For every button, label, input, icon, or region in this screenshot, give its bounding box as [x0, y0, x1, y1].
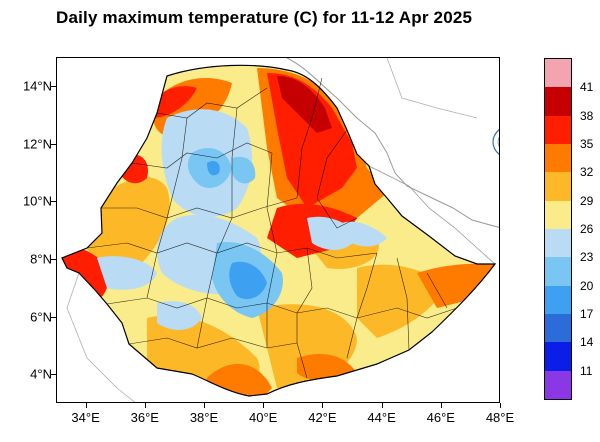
latitude-tick	[51, 86, 56, 87]
colorbar-label: 29	[580, 194, 593, 208]
colorbar-swatch	[545, 371, 571, 399]
meteorology-institute-logo-icon	[491, 120, 500, 172]
colorbar-label: 26	[580, 222, 593, 236]
colorbar-label: 17	[580, 307, 593, 321]
map-title: Daily maximum temperature (C) for 11-12 …	[56, 8, 536, 28]
colorbar-label: 11	[580, 364, 592, 378]
latitude-tick	[51, 259, 56, 260]
map-canvas	[57, 58, 500, 403]
colorbar-swatch	[545, 116, 571, 144]
longitude-tick	[86, 403, 87, 408]
longitude-label: 46°E	[427, 410, 455, 425]
temperature-map	[56, 57, 500, 403]
colorbar-swatch	[545, 286, 571, 314]
longitude-tick	[145, 403, 146, 408]
colorbar-swatch	[545, 342, 571, 370]
latitude-label: 12°N	[23, 136, 52, 151]
colorbar-label: 38	[580, 109, 593, 123]
latitude-label: 4°N	[30, 367, 52, 382]
longitude-tick	[382, 403, 383, 408]
colorbar-swatch	[545, 229, 571, 257]
latitude-label: 6°N	[30, 309, 52, 324]
colorbar-swatch	[545, 59, 571, 87]
longitude-tick	[441, 403, 442, 408]
colorbar-swatch	[545, 144, 571, 172]
colorbar-swatch	[545, 314, 571, 342]
colorbar-swatch	[545, 87, 571, 115]
longitude-label: 40°E	[249, 410, 277, 425]
colorbar-label: 14	[580, 335, 593, 349]
longitude-label: 44°E	[367, 410, 395, 425]
latitude-tick	[51, 374, 56, 375]
longitude-tick	[322, 403, 323, 408]
colorbar-swatch	[545, 257, 571, 285]
longitude-tick	[263, 403, 264, 408]
temperature-colorbar	[544, 58, 572, 400]
colorbar-swatch	[545, 172, 571, 200]
colorbar-label: 41	[580, 80, 593, 94]
latitude-tick	[51, 317, 56, 318]
longitude-label: 38°E	[190, 410, 218, 425]
colorbar-label: 23	[580, 250, 593, 264]
longitude-tick	[500, 403, 501, 408]
colorbar-label: 32	[580, 165, 593, 179]
colorbar-label: 20	[580, 279, 593, 293]
colorbar-swatch	[545, 201, 571, 229]
longitude-label: 48°E	[486, 410, 514, 425]
longitude-label: 34°E	[71, 410, 99, 425]
latitude-label: 10°N	[23, 194, 52, 209]
colorbar-label: 35	[580, 137, 593, 151]
longitude-label: 36°E	[131, 410, 159, 425]
latitude-label: 14°N	[23, 78, 52, 93]
latitude-tick	[51, 144, 56, 145]
longitude-tick	[204, 403, 205, 408]
latitude-label: 8°N	[30, 251, 52, 266]
longitude-label: 42°E	[308, 410, 336, 425]
latitude-tick	[51, 201, 56, 202]
